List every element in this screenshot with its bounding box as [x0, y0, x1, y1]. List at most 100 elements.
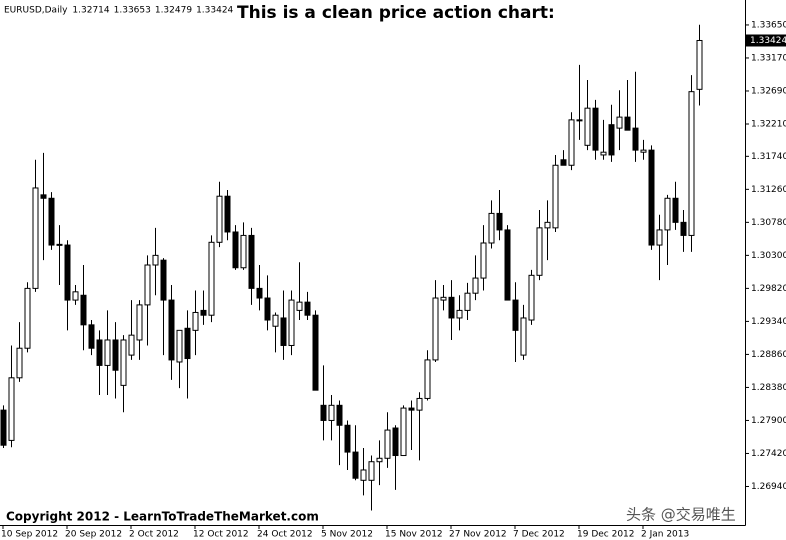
candle-body [584, 107, 591, 146]
y-tick-label: 1.30780 [751, 218, 786, 228]
candle-body [680, 221, 687, 236]
x-tick-label: 10 Sep 2012 [1, 530, 58, 540]
candle-body [296, 301, 303, 311]
candle-body [152, 254, 159, 266]
watermark: 头条 @交易唯生 [626, 506, 736, 524]
symbol: EURUSD,Daily [4, 6, 68, 16]
candle-body [520, 317, 527, 356]
candle-body [664, 197, 671, 231]
x-tick-label: 15 Nov 2012 [385, 530, 443, 540]
candle-body [672, 197, 679, 223]
candle-body [504, 229, 511, 301]
candle-body [240, 234, 247, 269]
candle-body [136, 304, 143, 341]
y-tick-label: 1.28860 [751, 350, 786, 360]
header-close: 1.33424 [196, 6, 233, 16]
candle-body [72, 291, 79, 301]
y-tick-label: 1.30300 [751, 251, 786, 261]
x-tick-label: 24 Oct 2012 [257, 530, 313, 540]
candle-body [328, 404, 335, 421]
candle-body [480, 242, 487, 279]
x-tick-label: 12 Oct 2012 [193, 530, 249, 540]
candle-body [280, 317, 287, 346]
candle-body [464, 292, 471, 311]
candle-body [192, 311, 199, 331]
candle-body [40, 194, 47, 199]
candle-body [144, 264, 151, 306]
candle-body [560, 159, 567, 166]
candle-body [408, 407, 415, 411]
header-low: 1.32479 [155, 6, 192, 16]
header-high: 1.33653 [114, 6, 151, 16]
candle-body [336, 404, 343, 426]
candle-body [536, 227, 543, 276]
candle-body [392, 427, 399, 457]
candle-body [592, 107, 599, 151]
candle-body [312, 314, 319, 391]
candle-body [512, 299, 519, 331]
y-tick-label: 1.29820 [751, 284, 786, 294]
candle-body [648, 149, 655, 246]
y-tick-label: 1.33650 [751, 20, 786, 30]
candle-body [0, 409, 7, 446]
candle-body [32, 187, 39, 289]
candle-body [352, 451, 359, 479]
candle-body [344, 424, 351, 453]
candle-body [632, 127, 639, 151]
candle-body [224, 195, 231, 233]
candle-body [272, 314, 279, 327]
y-tick-label: 1.28380 [751, 383, 786, 393]
y-tick-label: 1.31260 [751, 185, 786, 195]
candle-body [208, 241, 215, 316]
candle-body [264, 297, 271, 321]
candle-body [552, 164, 559, 229]
candle-body [96, 339, 103, 366]
candle-body [472, 277, 479, 294]
candle-body [360, 469, 367, 481]
candle-body [528, 274, 535, 321]
y-tick-label: 1.27420 [751, 449, 786, 459]
chart-title: This is a clean price action chart: [237, 3, 555, 23]
header-open: 1.32714 [72, 6, 109, 16]
candle-body [384, 429, 391, 459]
y-tick-label: 1.29340 [751, 317, 786, 327]
candle-body [184, 327, 191, 360]
y-tick-label: 1.26940 [751, 482, 786, 492]
candle-body [24, 287, 31, 349]
y-tick-label: 1.33170 [751, 53, 786, 63]
x-tick-label: 2 Jan 2013 [641, 530, 689, 540]
x-tick-label: 2 Oct 2012 [129, 530, 179, 540]
candle-body [624, 116, 631, 131]
y-tick-label: 1.32690 [751, 86, 786, 96]
candle-body [608, 124, 615, 156]
candle-body [400, 407, 407, 457]
candle-body [440, 296, 447, 301]
y-tick-label: 1.31740 [751, 152, 786, 162]
x-tick-label: 19 Dec 2012 [577, 530, 635, 540]
candle-body [368, 461, 375, 481]
last-price-label: 1.33424 [750, 36, 786, 46]
candle-body [176, 329, 183, 363]
candle-body [544, 221, 551, 229]
x-tick-label: 7 Dec 2012 [513, 530, 565, 540]
candle-body [256, 287, 263, 299]
candle-body [320, 404, 327, 421]
candle-body [80, 294, 87, 326]
candle-body [568, 119, 575, 166]
candle-body [600, 151, 607, 156]
candle-body [232, 231, 239, 269]
candle-body [496, 212, 503, 231]
candle-body [248, 234, 255, 289]
candle-body [656, 229, 663, 246]
candle-body [56, 243, 63, 246]
candle-body [112, 339, 119, 371]
x-tick-label: 20 Sep 2012 [65, 530, 122, 540]
candle-body [288, 299, 295, 346]
y-tick-label: 1.32210 [751, 119, 786, 129]
candle-body [432, 297, 439, 361]
last-price-box [746, 34, 786, 47]
y-tick-label: 1.27900 [751, 416, 786, 426]
candle-body [640, 149, 647, 153]
candle-body [168, 299, 175, 361]
